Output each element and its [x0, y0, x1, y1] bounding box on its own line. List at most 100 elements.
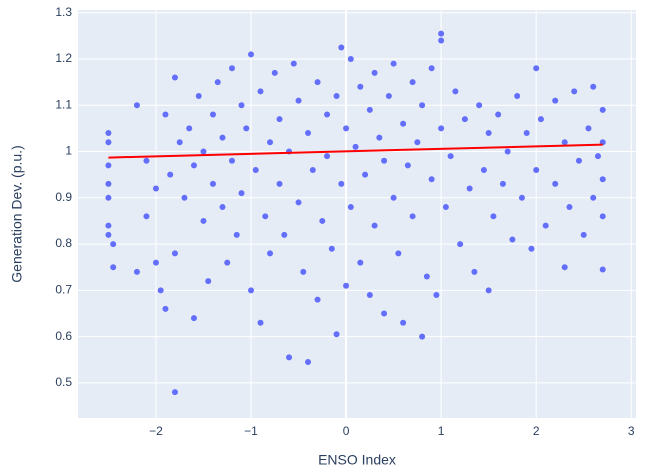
point [438, 37, 445, 44]
point [271, 69, 278, 76]
x-axis-title: ENSO Index [318, 452, 396, 468]
point [419, 102, 426, 109]
point [205, 278, 212, 285]
point [314, 79, 321, 86]
point [428, 65, 435, 72]
point [228, 65, 235, 72]
point [276, 180, 283, 187]
point [347, 56, 354, 63]
point [162, 111, 169, 118]
point [371, 222, 378, 229]
point [552, 97, 559, 104]
point [599, 213, 606, 220]
point [295, 199, 302, 206]
point [518, 194, 525, 201]
point [400, 120, 407, 127]
point [233, 231, 240, 238]
point [110, 264, 117, 271]
point [376, 134, 383, 141]
point [338, 44, 345, 51]
point [243, 125, 250, 132]
point [423, 273, 430, 280]
point [105, 222, 112, 229]
point [514, 93, 521, 100]
point [257, 319, 264, 326]
point [476, 102, 483, 109]
point [599, 106, 606, 113]
point [152, 185, 159, 192]
point [324, 153, 331, 160]
trend-line [108, 143, 603, 159]
point [257, 88, 264, 95]
point [209, 111, 216, 118]
point [352, 143, 359, 150]
y-tick-label: 0.7 [55, 282, 72, 296]
point [499, 180, 506, 187]
point [105, 231, 112, 238]
point [338, 180, 345, 187]
point [390, 194, 397, 201]
point [571, 88, 578, 95]
x-tick-label: 3 [628, 424, 635, 438]
point [248, 51, 255, 58]
point [228, 157, 235, 164]
point [143, 213, 150, 220]
point [343, 125, 350, 132]
point [523, 130, 530, 137]
point [533, 167, 540, 174]
point [438, 125, 445, 132]
y-tick-label: 1.3 [55, 5, 72, 19]
point [290, 60, 297, 67]
point [480, 167, 487, 174]
point [167, 171, 174, 178]
point [286, 354, 293, 361]
point [281, 231, 288, 238]
x-tick-label: −2 [149, 424, 163, 438]
point [561, 264, 568, 271]
y-tick-label: 1 [65, 144, 72, 158]
point [566, 204, 573, 211]
y-axis-title: Generation Dev. (p.u.) [9, 145, 25, 282]
point [176, 139, 183, 146]
point [195, 93, 202, 100]
point [347, 204, 354, 211]
point [190, 162, 197, 169]
point [552, 180, 559, 187]
point [171, 74, 178, 81]
point [509, 236, 516, 243]
point [471, 268, 478, 275]
point [357, 259, 364, 266]
point [599, 266, 606, 273]
point [314, 296, 321, 303]
point [262, 213, 269, 220]
y-tick-label: 0.8 [55, 236, 72, 250]
point [319, 217, 326, 224]
point [190, 315, 197, 322]
point [181, 194, 188, 201]
point [590, 194, 597, 201]
point [143, 157, 150, 164]
x-tick-label: 0 [343, 424, 350, 438]
point [200, 148, 207, 155]
point [133, 268, 140, 275]
point [419, 333, 426, 340]
point [504, 148, 511, 155]
y-tick-label: 0.9 [55, 190, 72, 204]
plot-background [78, 10, 636, 418]
point [533, 65, 540, 72]
point [490, 213, 497, 220]
point [381, 310, 388, 317]
point [214, 79, 221, 86]
point [219, 134, 226, 141]
point [537, 116, 544, 123]
x-tick-label: 2 [533, 424, 540, 438]
point [400, 319, 407, 326]
point [276, 116, 283, 123]
point [219, 204, 226, 211]
point [209, 180, 216, 187]
x-tick-label: −1 [244, 424, 258, 438]
point [238, 190, 245, 197]
y-tick-label: 0.5 [55, 375, 72, 389]
point [300, 268, 307, 275]
point [200, 217, 207, 224]
